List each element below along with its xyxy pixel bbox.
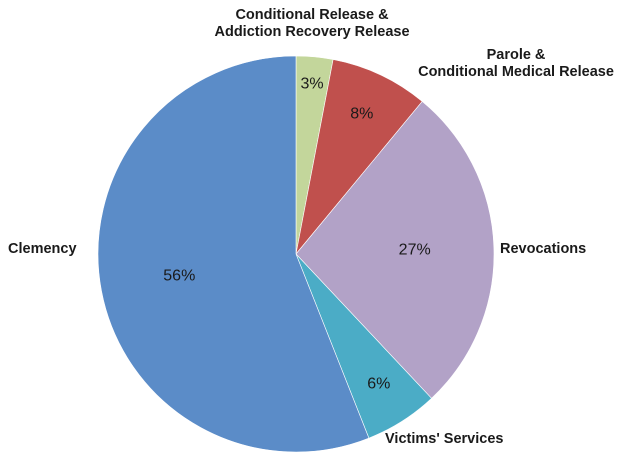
category-label-conditional-release: Conditional Release & Addiction Recovery… [214, 7, 410, 40]
data-label-clemency: 56% [163, 268, 195, 285]
pie-slice-parole [295, 59, 423, 255]
category-label-victims-services: Victims' Services [385, 431, 504, 447]
category-label-parole: Parole & Conditional Medical Release [418, 47, 614, 80]
data-label-victims-services: 6% [367, 376, 390, 393]
pie-slice-clemency [97, 55, 370, 452]
category-label-clemency: Clemency [8, 241, 77, 257]
data-label-revocations: 27% [399, 242, 431, 259]
data-label-conditional-release: 3% [300, 76, 323, 93]
pie-slice-revocations [295, 101, 495, 399]
data-label-parole: 8% [350, 106, 373, 123]
category-label-revocations: Revocations [500, 241, 587, 257]
